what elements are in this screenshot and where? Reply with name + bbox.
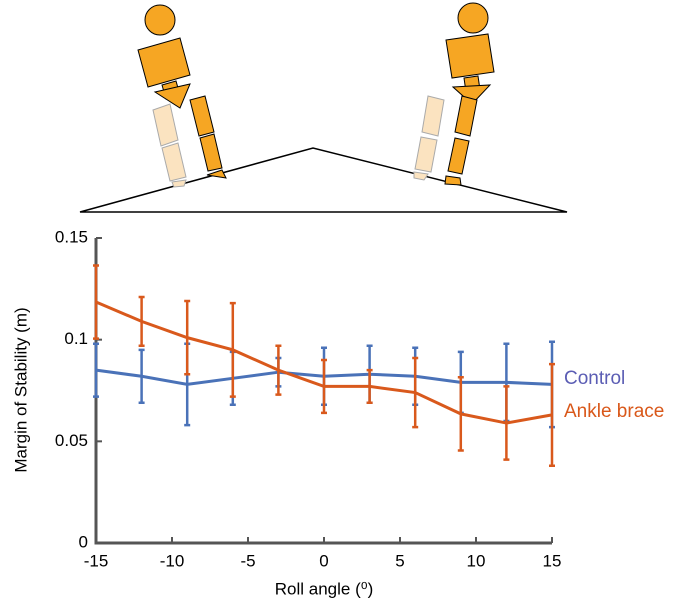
x-tick-label: 0 bbox=[319, 551, 328, 570]
illustration bbox=[80, 3, 567, 212]
left-figure bbox=[138, 5, 226, 187]
x-tick-label: 10 bbox=[467, 551, 486, 570]
y-tick-label: 0.05 bbox=[55, 431, 88, 450]
x-tick-label: 5 bbox=[395, 551, 404, 570]
legend-label: Control bbox=[564, 368, 625, 389]
right-figure bbox=[414, 3, 494, 185]
figure: Roll angle (⁰) Margin of Stability (m) 0… bbox=[0, 0, 686, 606]
y-tick-label: 0 bbox=[79, 532, 88, 551]
x-tick-label: -5 bbox=[240, 551, 255, 570]
legend-label: Ankle brace bbox=[564, 401, 664, 422]
x-tick-label: 15 bbox=[543, 551, 562, 570]
y-axis-label: Margin of Stability (m) bbox=[11, 307, 30, 472]
y-tick-label: 0.1 bbox=[64, 329, 88, 348]
slope bbox=[80, 148, 567, 212]
y-tick-label: 0.15 bbox=[55, 227, 88, 246]
x-tick-label: -10 bbox=[160, 551, 185, 570]
x-tick-label: -15 bbox=[84, 551, 109, 570]
x-axis-label: Roll angle (⁰) bbox=[275, 579, 373, 598]
